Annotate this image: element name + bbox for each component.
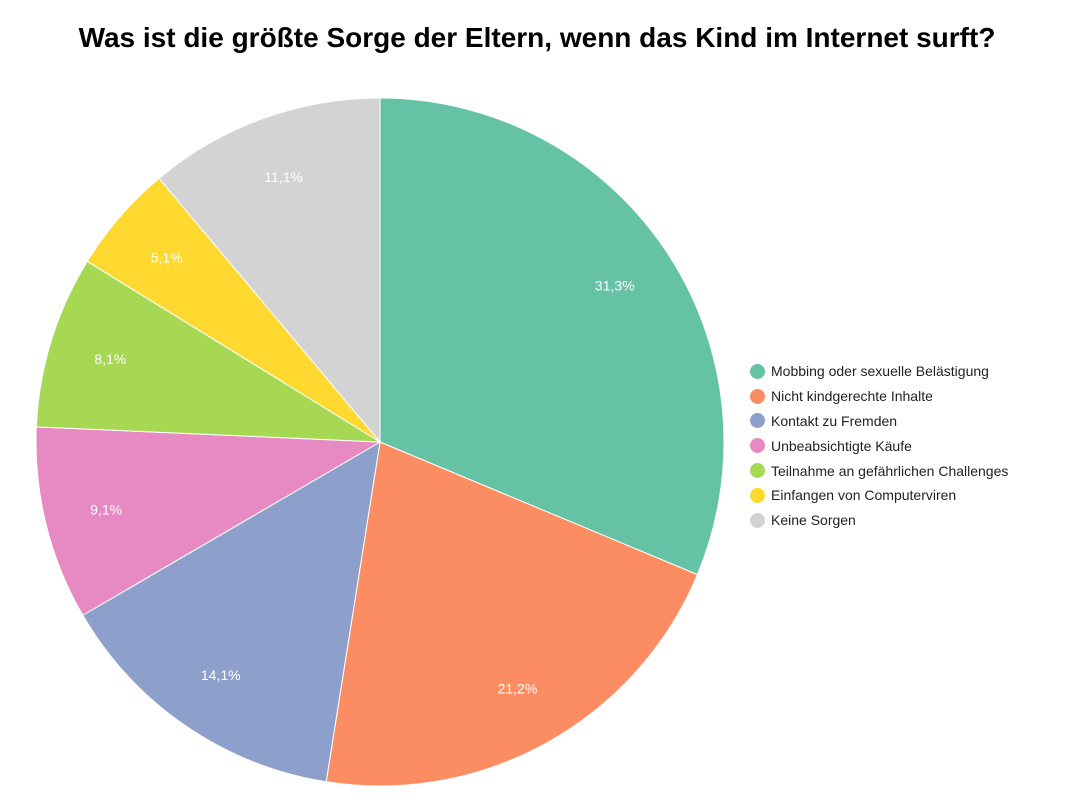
legend-item[interactable]: Nicht kindgerechte Inhalte <box>750 384 1008 409</box>
legend-marker-icon <box>750 463 765 479</box>
legend-label: Nicht kindgerechte Inhalte <box>771 388 933 405</box>
pie-slice <box>35 260 382 443</box>
legend-marker-icon <box>750 487 765 503</box>
legend-item[interactable]: Unbeabsichtigte Käufe <box>750 433 1008 458</box>
pie-slice <box>35 426 382 616</box>
legend-label: Unbeabsichtigte Käufe <box>771 437 912 454</box>
pie-slice <box>82 441 381 783</box>
data-label: 11,1% <box>264 169 303 185</box>
pie-slice <box>379 97 725 576</box>
legend-item[interactable]: Mobbing oder sexuelle Belästigung <box>750 359 1008 384</box>
legend-item[interactable]: Kontakt zu Fremden <box>750 409 1008 434</box>
legend-marker-icon <box>750 438 765 454</box>
data-label: 9,1% <box>90 502 122 518</box>
pie-slice <box>325 441 699 787</box>
data-label: 5,1% <box>151 249 183 265</box>
legend-label: Mobbing oder sexuelle Belästigung <box>771 363 989 380</box>
data-label: 14,1% <box>201 667 241 683</box>
legend-marker-icon <box>750 388 765 404</box>
legend-marker-icon <box>750 512 765 528</box>
data-label: 8,1% <box>94 351 126 367</box>
legend: Mobbing oder sexuelle Belästigung Nicht k… <box>750 359 1008 533</box>
legend-item[interactable]: Keine Sorgen <box>750 508 1008 533</box>
chart-title: Was ist die größte Sorge der Eltern, wen… <box>78 22 996 53</box>
legend-label: Teilnahme an gefährlichen Challenges <box>771 462 1009 479</box>
legend-marker-icon <box>750 363 765 379</box>
legend-item[interactable]: Teilnahme an gefährlichen Challenges <box>750 458 1008 483</box>
legend-marker-icon <box>750 413 765 429</box>
pie-slice <box>158 97 381 444</box>
legend-label: Einfangen von Computerviren <box>771 487 957 504</box>
legend-label: Keine Sorgen <box>771 512 856 529</box>
legend-label: Kontakt zu Fremden <box>771 412 898 429</box>
legend-item[interactable]: Einfangen von Computerviren <box>750 483 1008 508</box>
data-label: 21,2% <box>498 680 538 696</box>
data-label: 31,3% <box>595 278 635 294</box>
